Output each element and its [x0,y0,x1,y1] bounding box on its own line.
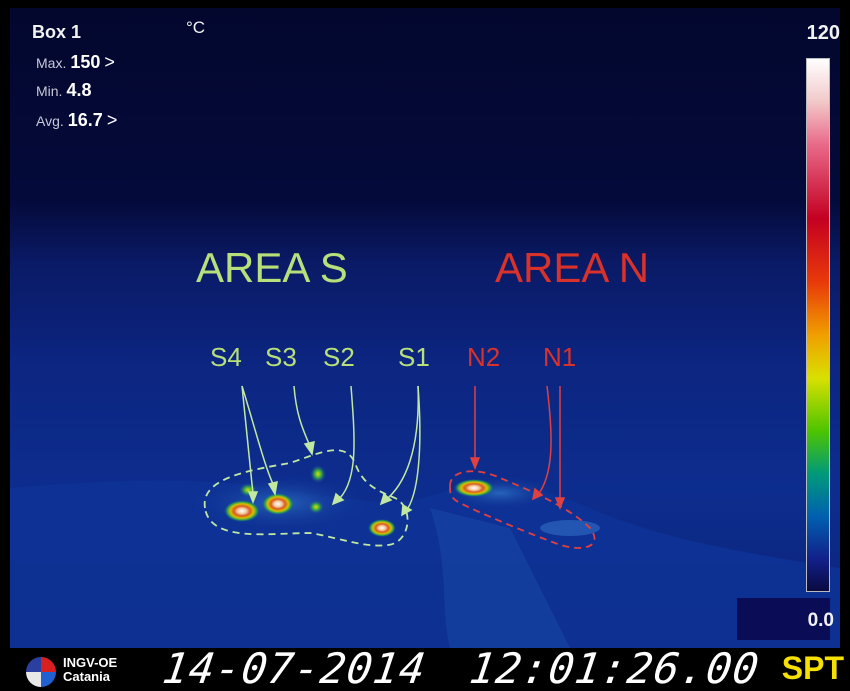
thermal-scene [10,8,840,648]
label-s1: S1 [398,342,430,372]
stat-avg: Avg. 16.7 > [36,110,117,131]
volcano-ridge [10,480,840,648]
scale-min-box [737,598,830,640]
hotspot-s1 [368,519,396,537]
stat-avg-label: Avg. [36,113,64,129]
footer-bar [0,648,850,691]
area-s-title: AREA S [196,244,348,291]
ingv-logo-icon [26,657,56,687]
date-readout: 14-07-2014 [159,644,430,691]
stat-max-marker: > [104,52,115,72]
temperature-colorbar [806,58,830,592]
volcano-slope [430,508,570,648]
time-readout: 12:01:26.00 [466,644,763,691]
s-arrows [241,385,421,517]
area-n-title: AREA N [495,244,650,291]
label-s3: S3 [265,342,297,372]
hotspot-s2b [310,465,326,483]
area-s-outline [203,449,409,547]
ingv-logo-text: INGV-OE Catania [63,656,117,684]
logo-line1: INGV-OE [63,655,118,670]
stat-avg-marker: > [106,110,118,130]
label-n2: N2 [467,342,501,372]
stat-max: Max. 150 > [36,52,115,73]
scale-min-label: 0.0 [807,610,834,631]
stat-min: Min. 4.8 [36,80,91,101]
stat-min-value: 4.8 [66,80,92,100]
scale-max-label: 120 [806,22,840,44]
hotspot-n2 [454,479,494,497]
hotspot-n1 [540,520,600,536]
stat-min-label: Min. [36,83,63,99]
unit-label: °C [186,18,206,37]
hotspot-s4 [224,500,260,522]
label-n1: N1 [543,342,577,372]
scene-graphics [10,385,840,648]
stat-avg-value: 16.7 [67,110,103,130]
stat-max-label: Max. [36,55,67,71]
camera-label: SPT [781,650,844,686]
label-s4: S4 [210,342,242,372]
label-s2: S2 [323,342,355,372]
hotspot-s2 [308,500,324,514]
area-n-outline [449,470,596,549]
box-label: Box 1 [32,22,82,42]
logo-line2: Catania [63,669,110,684]
stat-max-value: 150 [70,52,101,72]
n-arrows [469,385,566,511]
hotspot-s3 [262,493,294,515]
